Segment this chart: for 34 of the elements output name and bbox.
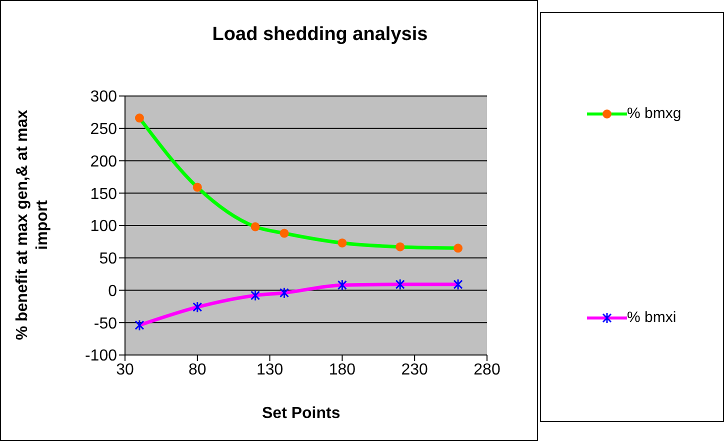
point [250,290,260,302]
y-tick-label: 100 [90,218,118,236]
y-tick-label: 0 [108,282,118,300]
point [337,279,347,291]
y-tick-label: -50 [94,315,118,332]
point [395,278,405,290]
y-axis-title: % benefit at max gen,& at max import [13,108,52,342]
point [192,182,202,192]
point [280,287,290,299]
point [338,238,347,248]
x-tick-label: 280 [474,361,500,378]
x-axis-title: Set Points [262,405,340,423]
chart-title: Load shedding analysis [211,24,429,46]
point [250,222,260,232]
point [454,244,463,253]
point [453,278,463,290]
legend-label: % bmxi [627,309,676,326]
x-tick-label: 80 [188,361,206,378]
point [134,319,144,331]
y-tick-label: 300 [90,88,118,106]
point [192,301,202,313]
x-tick-label: 30 [116,361,134,378]
legend-label: % bmxg [627,105,682,122]
point [134,114,144,123]
y-tick-label: 200 [90,153,118,170]
x-tick-label: 180 [328,361,356,378]
x-tick-label: 130 [256,361,284,378]
y-tick-label: 150 [90,186,118,203]
y-tick-label: -100 [84,348,118,365]
y-tick-label: 50 [99,250,118,268]
x-tick-label: 230 [401,361,428,378]
point [396,242,405,252]
point [280,228,289,238]
y-tick-label: 250 [90,121,118,138]
